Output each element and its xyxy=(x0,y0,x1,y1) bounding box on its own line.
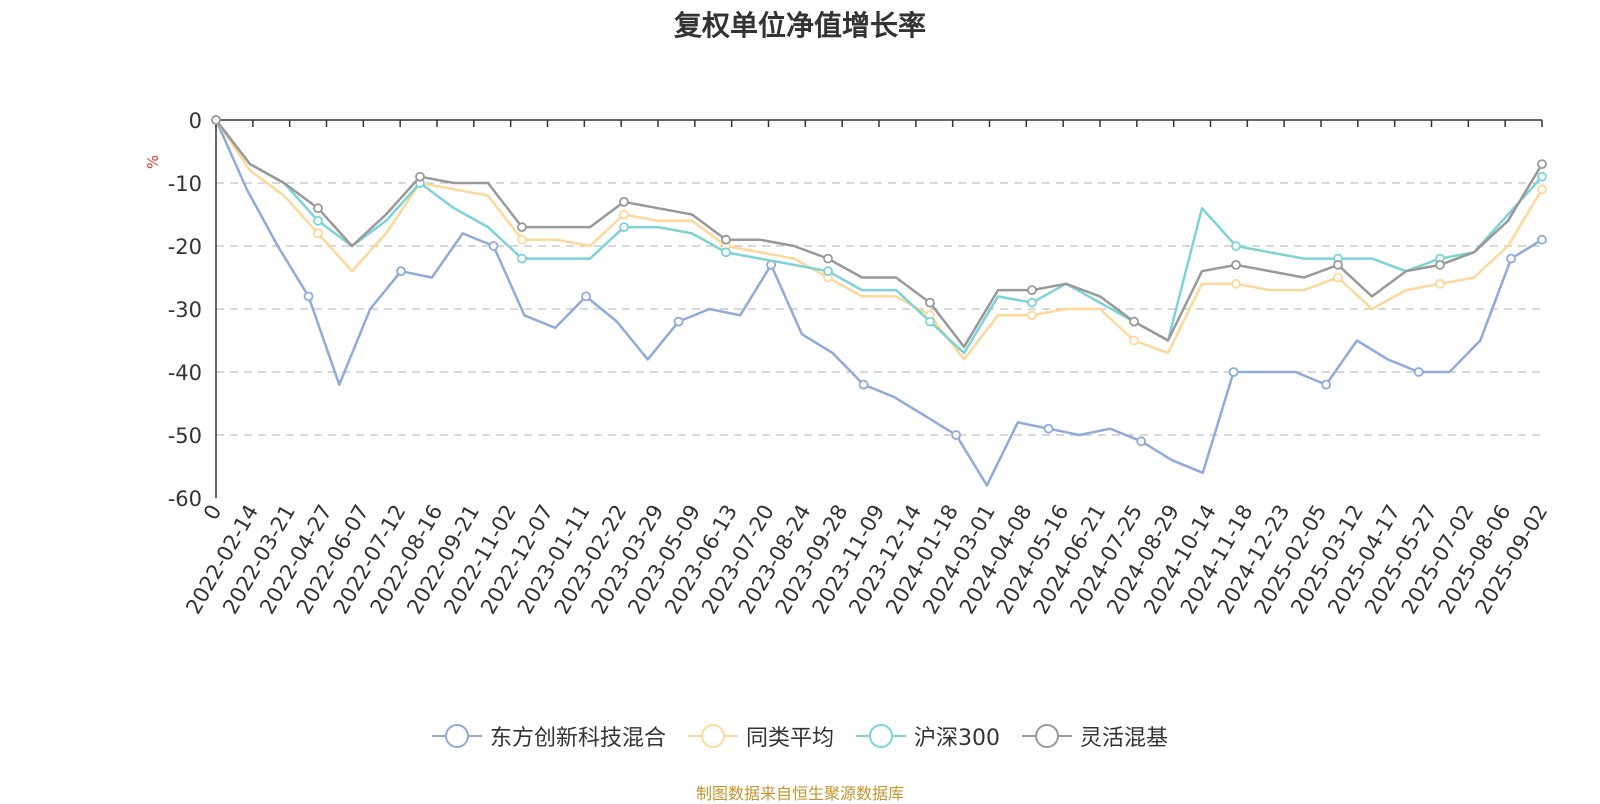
series-point xyxy=(721,234,731,245)
series-point xyxy=(619,209,629,220)
series-point xyxy=(211,115,221,125)
series-line-2 xyxy=(215,119,1543,355)
series-point xyxy=(1321,379,1332,390)
legend-item-3[interactable]: 灵活混基 xyxy=(1022,720,1168,752)
series-point xyxy=(517,234,527,245)
series-point xyxy=(1506,253,1517,264)
series-point xyxy=(951,430,961,440)
legend-item-1[interactable]: 同类平均 xyxy=(687,720,834,752)
series-point xyxy=(313,228,323,239)
series-point xyxy=(1231,241,1241,251)
series-point xyxy=(415,171,425,182)
series-point xyxy=(619,222,629,233)
series-point xyxy=(721,247,731,258)
legend-label: 灵活混基 xyxy=(1080,726,1169,751)
series-point xyxy=(1231,259,1241,270)
series-point xyxy=(925,316,935,327)
legend-item-0[interactable]: 东方创新科技混合 xyxy=(431,720,666,752)
y-axis-unit: % xyxy=(144,155,162,169)
y-tick-label: -60 xyxy=(168,487,202,511)
series-point xyxy=(1228,367,1239,377)
series-point xyxy=(1537,159,1547,170)
y-tick-label: 0 xyxy=(189,109,202,133)
legend-label: 同类平均 xyxy=(745,726,834,751)
series-point xyxy=(1537,171,1547,182)
series-point xyxy=(1136,436,1147,447)
series-point xyxy=(1333,272,1343,283)
x-tick-label: 0 xyxy=(199,501,226,525)
data-source-footer: 制图数据来自恒生聚源数据库 xyxy=(695,784,904,803)
legend-swatch xyxy=(687,724,738,748)
y-tick-label: -10 xyxy=(168,172,202,196)
series-point xyxy=(823,253,833,264)
legend-item-2[interactable]: 沪深300 xyxy=(856,720,1000,752)
legend: 东方创新科技混合 同类平均 沪深300 灵活混基 xyxy=(0,720,1600,752)
series-point xyxy=(925,297,935,308)
series-point xyxy=(1413,367,1424,377)
legend-swatch xyxy=(1022,724,1072,748)
series-point xyxy=(1027,285,1037,296)
series-point xyxy=(488,241,499,251)
series-line-0 xyxy=(214,119,1543,487)
legend-label: 沪深300 xyxy=(914,726,1000,751)
y-tick-label: -50 xyxy=(168,424,202,448)
series-point xyxy=(1435,259,1445,270)
chart-title: 复权单位净值增长率 xyxy=(673,9,926,42)
series-point xyxy=(1333,259,1343,270)
y-tick-label: -20 xyxy=(168,235,202,259)
series-point xyxy=(517,253,527,264)
y-tick-label: -40 xyxy=(168,361,202,385)
legend-label: 东方创新科技混合 xyxy=(489,726,666,751)
series-point xyxy=(619,196,629,207)
series-line-1 xyxy=(214,119,1544,361)
series-point xyxy=(313,203,323,214)
series-point xyxy=(517,222,527,233)
series-line-3 xyxy=(215,119,1544,349)
legend-swatch xyxy=(856,724,906,748)
series-point xyxy=(1027,297,1037,308)
y-tick-label: -30 xyxy=(168,298,202,322)
series-point xyxy=(1537,234,1547,245)
series-point xyxy=(1231,278,1241,289)
series-point xyxy=(858,379,869,390)
series-point xyxy=(673,316,684,327)
series-point xyxy=(303,291,314,302)
series-point xyxy=(581,291,591,302)
series-point xyxy=(1129,316,1139,327)
series-point xyxy=(1027,310,1037,321)
series-point xyxy=(1129,335,1139,346)
legend-swatch xyxy=(431,724,482,748)
series-point xyxy=(823,266,833,277)
series-point xyxy=(396,266,406,277)
series-point xyxy=(1435,278,1445,289)
series-point xyxy=(1043,423,1054,434)
series-point xyxy=(1537,184,1547,195)
series-point xyxy=(313,215,323,226)
